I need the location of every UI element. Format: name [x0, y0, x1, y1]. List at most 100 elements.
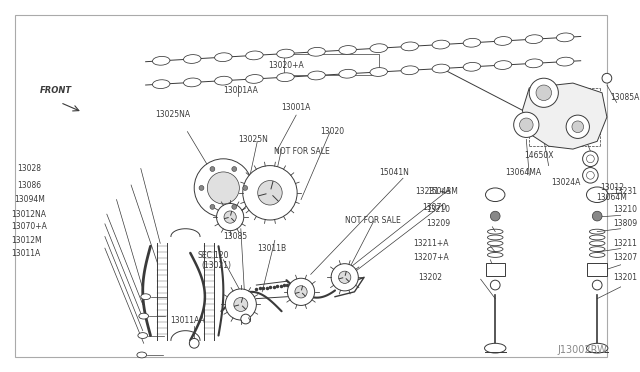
Circle shape — [225, 289, 257, 320]
Text: 13070+A: 13070+A — [12, 222, 47, 231]
Text: 13094M: 13094M — [15, 195, 45, 204]
Text: NOT FOR SALE: NOT FOR SALE — [345, 217, 401, 225]
Text: (13021): (13021) — [201, 261, 231, 270]
Circle shape — [232, 205, 237, 209]
Text: 13001AA: 13001AA — [223, 86, 258, 95]
Ellipse shape — [246, 51, 263, 60]
Circle shape — [490, 280, 500, 290]
Text: 13011AA: 13011AA — [170, 317, 205, 326]
Circle shape — [210, 167, 215, 171]
Text: 13202: 13202 — [418, 273, 442, 282]
Ellipse shape — [586, 187, 608, 202]
Circle shape — [331, 264, 358, 291]
Text: 13012M: 13012M — [12, 236, 42, 245]
Ellipse shape — [137, 352, 147, 358]
Ellipse shape — [141, 294, 150, 299]
Ellipse shape — [214, 53, 232, 62]
Circle shape — [602, 73, 612, 83]
Ellipse shape — [586, 343, 608, 353]
Text: 13012: 13012 — [600, 183, 624, 192]
Ellipse shape — [276, 73, 294, 81]
Circle shape — [194, 159, 252, 217]
Circle shape — [514, 112, 539, 137]
Text: 13209: 13209 — [426, 219, 451, 228]
Text: 13231+A: 13231+A — [415, 187, 451, 196]
Circle shape — [536, 85, 552, 100]
Ellipse shape — [494, 61, 512, 70]
Text: SEC.120: SEC.120 — [197, 251, 228, 260]
Ellipse shape — [432, 64, 449, 73]
Circle shape — [243, 166, 297, 220]
Ellipse shape — [432, 40, 449, 49]
Text: 13211+A: 13211+A — [413, 239, 449, 248]
Text: 13207+A: 13207+A — [413, 253, 449, 262]
Text: 13064M: 13064M — [596, 193, 627, 202]
Polygon shape — [522, 83, 607, 149]
Text: 13086: 13086 — [17, 180, 42, 189]
Ellipse shape — [525, 35, 543, 44]
Text: 13070: 13070 — [422, 203, 447, 212]
Ellipse shape — [486, 188, 505, 202]
Text: 13025NA: 13025NA — [156, 110, 191, 119]
Text: 13085: 13085 — [223, 232, 248, 241]
Ellipse shape — [152, 80, 170, 89]
Text: NOT FOR SALE: NOT FOR SALE — [274, 147, 330, 155]
Circle shape — [243, 186, 248, 190]
Circle shape — [224, 211, 236, 223]
Text: FRONT: FRONT — [40, 86, 72, 95]
Circle shape — [234, 298, 248, 311]
Circle shape — [258, 180, 282, 205]
Text: 13211: 13211 — [614, 239, 637, 248]
Circle shape — [339, 271, 351, 283]
Text: 13028: 13028 — [17, 164, 42, 173]
Bar — [588, 263, 607, 276]
Ellipse shape — [139, 313, 148, 319]
Circle shape — [232, 167, 237, 171]
Ellipse shape — [184, 78, 201, 87]
Circle shape — [572, 121, 584, 132]
Circle shape — [529, 78, 558, 108]
Text: 13231: 13231 — [614, 187, 637, 196]
Text: 13020+A: 13020+A — [269, 61, 305, 70]
Ellipse shape — [184, 55, 201, 63]
Circle shape — [593, 280, 602, 290]
Text: 15043M: 15043M — [428, 187, 458, 196]
Circle shape — [586, 171, 595, 179]
Text: 13001A: 13001A — [282, 103, 311, 112]
Ellipse shape — [556, 57, 574, 66]
Text: 14650X: 14650X — [524, 151, 554, 160]
Ellipse shape — [370, 44, 387, 52]
Text: 13024A: 13024A — [552, 177, 581, 187]
Text: 13201: 13201 — [614, 273, 637, 282]
Ellipse shape — [401, 66, 419, 75]
Text: 13011A: 13011A — [12, 248, 41, 257]
Circle shape — [295, 286, 307, 298]
Circle shape — [582, 151, 598, 167]
Ellipse shape — [401, 42, 419, 51]
Circle shape — [520, 118, 533, 132]
Ellipse shape — [308, 71, 325, 80]
Text: 13064MA: 13064MA — [505, 168, 541, 177]
Text: 13025N: 13025N — [238, 135, 268, 144]
Ellipse shape — [214, 76, 232, 85]
Ellipse shape — [138, 333, 148, 339]
Ellipse shape — [556, 33, 574, 42]
Ellipse shape — [339, 46, 356, 54]
Circle shape — [287, 278, 315, 305]
Circle shape — [566, 115, 589, 138]
Text: 15041N: 15041N — [379, 168, 408, 177]
Circle shape — [490, 211, 500, 221]
Text: 13210: 13210 — [427, 205, 451, 214]
Ellipse shape — [276, 49, 294, 58]
Circle shape — [216, 203, 244, 231]
Ellipse shape — [370, 68, 387, 76]
Circle shape — [586, 155, 595, 163]
Text: 13020: 13020 — [321, 127, 344, 136]
Bar — [486, 263, 505, 276]
Text: 13085A: 13085A — [610, 93, 639, 102]
Circle shape — [582, 167, 598, 183]
Ellipse shape — [463, 38, 481, 47]
Text: 13210: 13210 — [614, 205, 637, 214]
Circle shape — [241, 314, 250, 324]
Circle shape — [207, 172, 239, 204]
